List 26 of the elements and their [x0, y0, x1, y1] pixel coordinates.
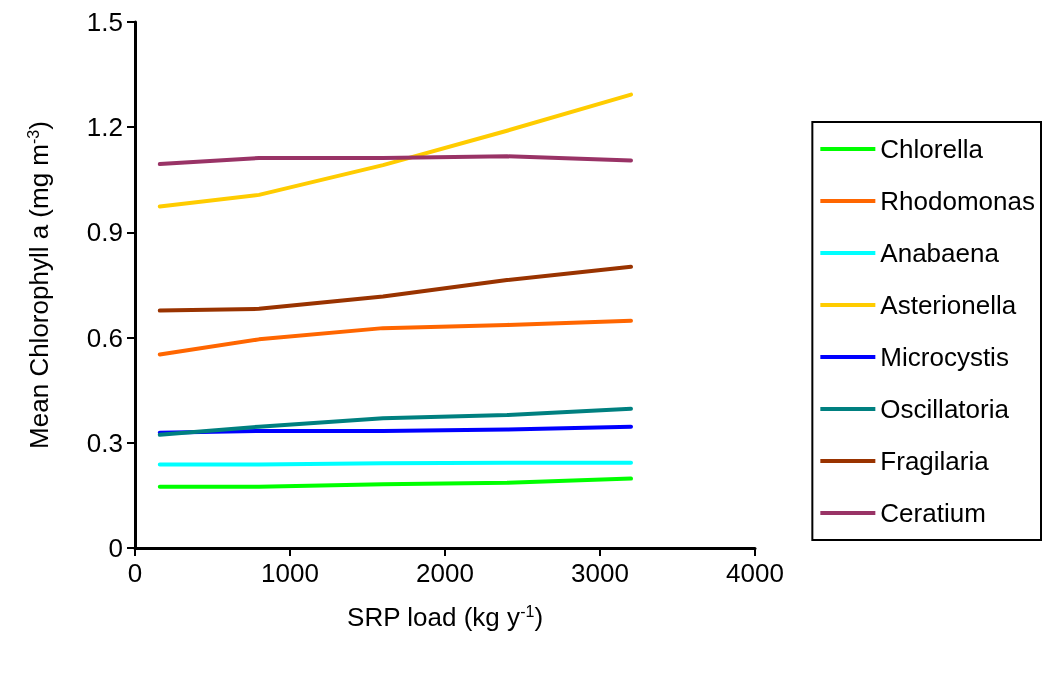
legend-label: Oscillatoria — [880, 394, 1010, 424]
y-tick-label: 0.6 — [86, 322, 123, 353]
x-tick-label: 3000 — [571, 558, 629, 588]
y-tick-label: 0.3 — [86, 427, 123, 458]
legend-label: Chlorella — [880, 134, 984, 164]
line-series — [157, 476, 633, 489]
x-tick-label: 0 — [127, 558, 143, 588]
x-tick-label: 4000 — [726, 558, 784, 588]
y-tick-label: 0.9 — [86, 217, 123, 248]
y-tick-label: 0 — [108, 533, 123, 563]
y-tick-label: 1.2 — [86, 112, 123, 143]
legend-label: Anabaena — [880, 238, 1000, 268]
line-series — [157, 264, 633, 313]
line-series — [157, 318, 633, 357]
x-tick-label: 1000 — [261, 558, 319, 588]
x-tick-label: 2000 — [416, 558, 474, 588]
legend-label: Asterionella — [880, 290, 1017, 320]
legend-label: Rhodomonas — [880, 186, 1035, 216]
legend-label: Ceratium — [880, 498, 986, 528]
legend-label: Microcystis — [880, 342, 1009, 372]
line-series — [157, 406, 633, 437]
line-series — [157, 92, 633, 209]
line-series — [157, 154, 633, 167]
legend-label: Fragilaria — [880, 446, 990, 476]
y-axis-title: Mean Chlorophyll a (mg m-3) — [24, 121, 54, 449]
y-tick-label: 1.5 — [86, 7, 123, 37]
